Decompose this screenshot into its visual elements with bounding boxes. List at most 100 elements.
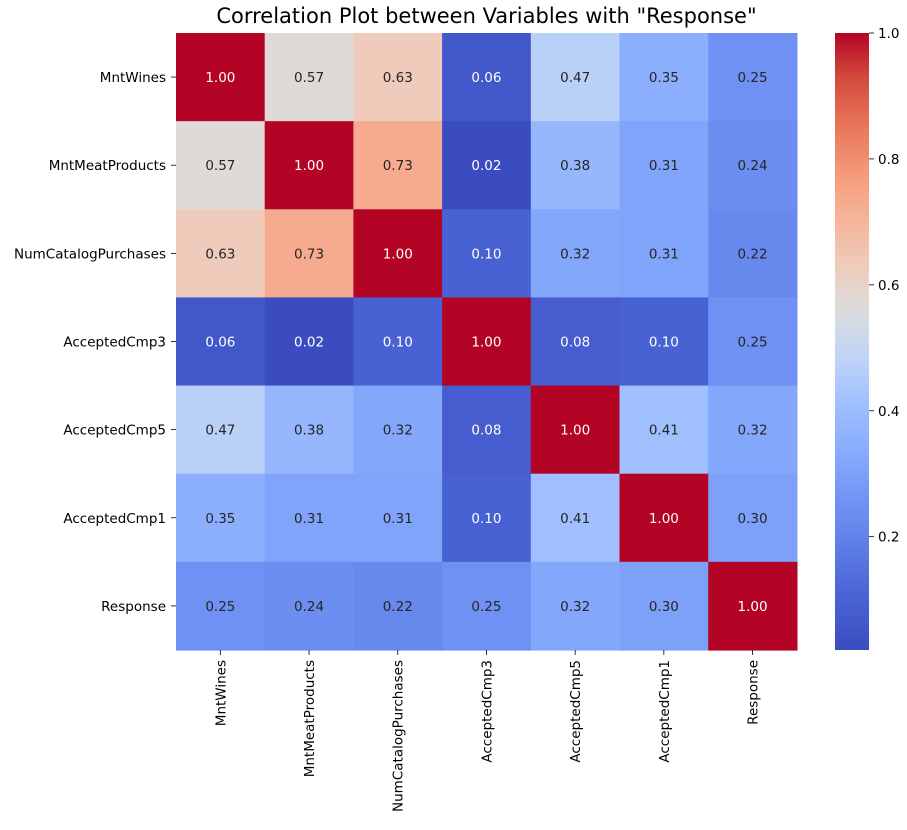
heatmap-cell-mnt-meat-products-mnt-meat-products	[264, 121, 354, 210]
x-tick-label-accepted-cmp5: AcceptedCmp5	[568, 660, 584, 763]
heatmap-cell-accepted-cmp3-mnt-wines	[176, 297, 266, 387]
heatmap-cell-num-catalog-purchases-accepted-cmp3	[442, 209, 532, 299]
colorbar: 0.2 0.4 0.6 0.8 1.0	[835, 26, 899, 650]
cell-annotation-accepted-cmp1-num-catalog-purchases: 0.31	[383, 511, 413, 527]
colorbar-tick-label: 0.2	[878, 530, 899, 546]
y-axis-tick-labels: MntWines MntMeatProducts NumCatalogPurchas…	[14, 70, 176, 615]
cell-annotation-accepted-cmp3-mnt-meat-products: 0.02	[294, 334, 324, 350]
heatmap-cell-response-response	[708, 561, 798, 651]
cell-annotation-mnt-meat-products-response: 0.24	[738, 158, 768, 174]
cell-annotation-num-catalog-purchases-accepted-cmp1: 0.31	[649, 246, 679, 262]
x-tick-label-mnt-meat-products: MntMeatProducts	[302, 660, 318, 777]
cell-annotation-accepted-cmp5-accepted-cmp5: 1.00	[560, 423, 590, 439]
cell-annotation-accepted-cmp1-mnt-meat-products: 0.31	[294, 511, 324, 527]
heatmap-cell-response-mnt-meat-products	[264, 561, 354, 651]
heatmap-cell-num-catalog-purchases-response	[708, 209, 798, 299]
heatmap-cell-accepted-cmp1-accepted-cmp3	[442, 473, 532, 563]
x-tick-label-response: Response	[746, 660, 762, 725]
cell-annotation-accepted-cmp3-accepted-cmp3: 1.00	[471, 334, 501, 350]
cell-annotation-num-catalog-purchases-response: 0.22	[738, 246, 768, 262]
heatmap-cell-accepted-cmp3-mnt-meat-products	[264, 297, 354, 387]
colorbar-tick-label: 0.6	[878, 278, 899, 294]
cell-annotation-num-catalog-purchases-accepted-cmp5: 0.32	[560, 246, 590, 262]
x-tick-label-accepted-cmp1: AcceptedCmp1	[657, 660, 673, 763]
heatmap-cell-response-accepted-cmp3	[442, 561, 532, 651]
heatmap-cell-accepted-cmp5-mnt-wines	[176, 385, 266, 475]
cell-annotation-accepted-cmp3-accepted-cmp5: 0.08	[560, 334, 590, 350]
cell-annotation-num-catalog-purchases-accepted-cmp3: 0.10	[471, 246, 501, 262]
x-tick-label-mnt-wines: MntWines	[213, 660, 229, 726]
heatmap-cell-accepted-cmp1-mnt-meat-products	[264, 473, 354, 563]
cell-annotation-accepted-cmp5-mnt-meat-products: 0.38	[294, 423, 324, 439]
x-tick-label-accepted-cmp3: AcceptedCmp3	[479, 660, 495, 763]
cell-annotation-accepted-cmp3-mnt-wines: 0.06	[205, 334, 235, 350]
heatmap-cell-mnt-wines-response	[708, 33, 798, 122]
cell-annotations: 1.00 0.57 0.63 0.06 0.47 0.35 0.25 0.57 1.00 0.73…	[205, 70, 767, 615]
heatmap-cell-num-catalog-purchases-accepted-cmp1	[619, 209, 709, 299]
heatmap-cell-accepted-cmp5-accepted-cmp1	[619, 385, 709, 475]
cell-annotation-accepted-cmp3-response: 0.25	[738, 334, 768, 350]
heatmap-cell-accepted-cmp3-accepted-cmp5	[530, 297, 621, 387]
y-tick-label-accepted-cmp5: AcceptedCmp5	[63, 423, 166, 439]
cell-annotation-response-mnt-meat-products: 0.24	[294, 599, 324, 615]
cell-annotation-accepted-cmp5-mnt-wines: 0.47	[205, 423, 235, 439]
cell-annotation-mnt-meat-products-num-catalog-purchases: 0.73	[383, 158, 413, 174]
cell-annotation-mnt-meat-products-accepted-cmp5: 0.38	[560, 158, 590, 174]
cell-annotation-response-accepted-cmp5: 0.32	[560, 599, 590, 615]
cell-annotation-accepted-cmp1-response: 0.30	[738, 511, 768, 527]
heatmap-cell-response-accepted-cmp5	[530, 561, 621, 651]
cell-annotation-mnt-meat-products-mnt-meat-products: 1.00	[294, 158, 324, 174]
cell-annotation-mnt-wines-accepted-cmp5: 0.47	[560, 70, 590, 86]
cell-annotation-response-mnt-wines: 0.25	[205, 599, 235, 615]
heatmap-cell-mnt-meat-products-accepted-cmp5	[530, 121, 621, 210]
heatmap-cell-mnt-wines-accepted-cmp3	[442, 33, 532, 122]
cell-annotation-mnt-wines-mnt-wines: 1.00	[205, 70, 235, 86]
cell-annotation-num-catalog-purchases-num-catalog-purchases: 1.00	[383, 246, 413, 262]
heatmap-cell-accepted-cmp5-num-catalog-purchases	[353, 385, 443, 475]
heatmap-cell-mnt-meat-products-accepted-cmp1	[619, 121, 709, 210]
x-axis-tick-labels: MntWines MntMeatProducts NumCatalogPurchas…	[213, 649, 762, 812]
colorbar-tick-label: 0.8	[878, 152, 899, 168]
heatmap-cell-num-catalog-purchases-accepted-cmp5	[530, 209, 621, 299]
colorbar-tick-label: 1.0	[878, 26, 899, 42]
cell-annotation-response-accepted-cmp1: 0.30	[649, 599, 679, 615]
cell-annotation-mnt-meat-products-mnt-wines: 0.57	[205, 158, 235, 174]
cell-annotation-accepted-cmp1-accepted-cmp3: 0.10	[471, 511, 501, 527]
cell-annotation-mnt-meat-products-accepted-cmp1: 0.31	[649, 158, 679, 174]
heatmap-cell-accepted-cmp1-num-catalog-purchases	[353, 473, 443, 563]
cell-annotation-accepted-cmp5-response: 0.32	[738, 423, 768, 439]
heatmap-cell-num-catalog-purchases-num-catalog-purchases	[353, 209, 443, 299]
cell-annotation-accepted-cmp5-accepted-cmp1: 0.41	[649, 423, 679, 439]
heatmap-cell-num-catalog-purchases-mnt-wines	[176, 209, 266, 299]
cell-annotation-mnt-meat-products-accepted-cmp3: 0.02	[471, 158, 501, 174]
heatmap-cell-num-catalog-purchases-mnt-meat-products	[264, 209, 354, 299]
heatmap-cell-mnt-meat-products-accepted-cmp3	[442, 121, 532, 210]
heatmap-cell-response-mnt-wines	[176, 561, 266, 651]
heatmap-cell-mnt-wines-mnt-wines	[176, 33, 266, 122]
cell-annotation-accepted-cmp3-num-catalog-purchases: 0.10	[383, 334, 413, 350]
heatmap-cell-accepted-cmp3-response	[708, 297, 798, 387]
cell-annotation-accepted-cmp1-mnt-wines: 0.35	[205, 511, 235, 527]
heatmap-cell-accepted-cmp5-accepted-cmp5	[530, 385, 621, 475]
heatmap-cell-mnt-meat-products-response	[708, 121, 798, 210]
y-tick-label-accepted-cmp3: AcceptedCmp3	[63, 334, 166, 350]
cell-annotation-response-accepted-cmp3: 0.25	[471, 599, 501, 615]
cell-annotation-accepted-cmp5-accepted-cmp3: 0.08	[471, 423, 501, 439]
y-tick-label-response: Response	[101, 599, 166, 615]
y-tick-label-num-catalog-purchases: NumCatalogPurchases	[14, 246, 166, 262]
colorbar-tick-label: 0.4	[878, 404, 899, 420]
heatmap-cell-accepted-cmp5-accepted-cmp3	[442, 385, 532, 475]
cell-annotation-accepted-cmp3-accepted-cmp1: 0.10	[649, 334, 679, 350]
heatmap-cell-accepted-cmp3-accepted-cmp3	[442, 297, 532, 387]
heatmap-cell-accepted-cmp1-accepted-cmp1	[619, 473, 709, 563]
heatmap-cell-accepted-cmp1-accepted-cmp5	[530, 473, 621, 563]
heatmap-cell-accepted-cmp3-accepted-cmp1	[619, 297, 709, 387]
cell-annotation-accepted-cmp1-accepted-cmp5: 0.41	[560, 511, 590, 527]
heatmap-cell-accepted-cmp5-mnt-meat-products	[264, 385, 354, 475]
cell-annotation-num-catalog-purchases-mnt-wines: 0.63	[205, 246, 235, 262]
heatmap-cell-mnt-meat-products-mnt-wines	[176, 121, 266, 210]
x-tick-label-num-catalog-purchases: NumCatalogPurchases	[391, 660, 407, 812]
heatmap-cell-accepted-cmp3-num-catalog-purchases	[353, 297, 443, 387]
